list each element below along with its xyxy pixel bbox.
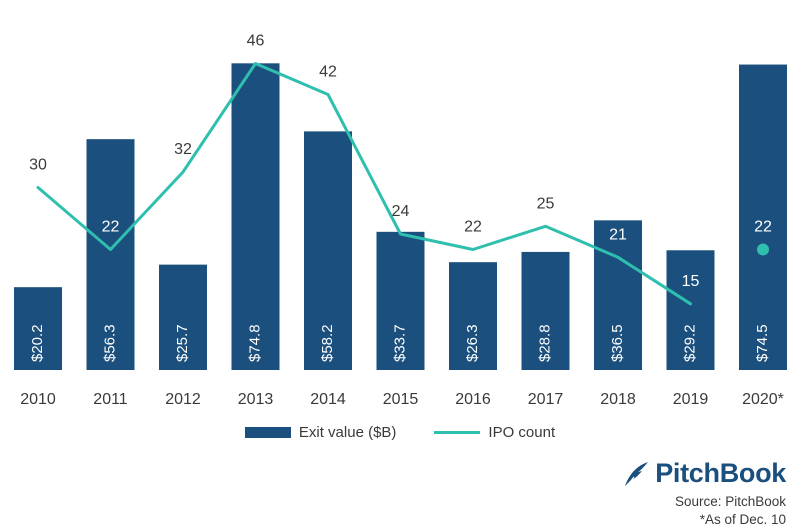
x-tick-label: 2011 <box>93 391 128 408</box>
bar-2019 <box>666 250 715 370</box>
bar-value-label: $26.3 <box>464 324 481 362</box>
legend-line-swatch <box>434 431 481 434</box>
bar-value-label: $36.5 <box>609 324 626 362</box>
x-tick-label: 2019 <box>673 391 709 408</box>
legend-item-exit-value: Exit value ($B) <box>244 424 397 441</box>
bar-labels: $20.2 $56.3 $25.7 $74.8 $58.2 $33.7 $26.3 $28.8… <box>29 324 771 362</box>
ipo-count-label: 21 <box>609 226 627 243</box>
ipo-count-line <box>36 62 692 306</box>
bars <box>14 63 787 371</box>
ipo-line-layer <box>36 62 769 306</box>
source-text: Source: PitchBook <box>674 494 786 509</box>
ipo-count-label: 24 <box>392 203 410 220</box>
pitchbook-feather-icon <box>625 461 649 486</box>
x-tick-label: 2017 <box>528 391 564 408</box>
ipo-count-label: 15 <box>682 273 700 290</box>
bar-2020 <box>739 64 787 371</box>
x-tick-label: 2014 <box>310 391 346 408</box>
bar-value-label: $56.3 <box>101 324 118 362</box>
count-labels: 30 22 32 46 42 24 22 25 21 15 22 <box>29 33 772 290</box>
ipo-count-label: 30 <box>29 157 47 174</box>
x-tick-label: 2015 <box>383 391 419 408</box>
legend-bar-swatch <box>244 427 291 438</box>
bar-2011 <box>86 139 135 370</box>
legend-line-label: IPO count <box>488 424 556 441</box>
ipo-count-label: 46 <box>247 33 265 50</box>
x-tick-label: 2016 <box>455 391 491 408</box>
bar-value-label: $58.2 <box>319 324 336 362</box>
x-tick-label: 2020* <box>742 391 784 408</box>
bar-2017 <box>521 251 570 370</box>
legend-bar-label: Exit value ($B) <box>298 424 397 441</box>
bar-value-label: $74.5 <box>754 324 771 362</box>
ipo-count-label: 25 <box>537 195 555 212</box>
bar-2012 <box>159 264 207 370</box>
brand-name: PitchBook <box>655 458 786 488</box>
brand-logo: PitchBook <box>621 458 786 489</box>
bar-value-label: $25.7 <box>174 324 191 362</box>
ipo-count-label: 32 <box>174 141 192 158</box>
bar-2013 <box>231 63 280 370</box>
ipo-count-label: 22 <box>102 219 120 236</box>
bar-2015 <box>376 231 425 370</box>
legend: Exit value ($B) IPO count <box>0 424 800 441</box>
bar-2016 <box>449 262 497 370</box>
bar-value-label: $74.8 <box>246 324 263 362</box>
chart: $20.2 $56.3 $25.7 $74.8 $58.2 $33.7 $26.3 $28.8… <box>14 33 787 408</box>
bar-value-label: $29.2 <box>681 324 698 362</box>
bar-value-label: $28.8 <box>536 324 553 362</box>
bar-2010 <box>14 287 62 370</box>
x-tick-label: 2013 <box>238 391 274 408</box>
bar-value-label: $20.2 <box>29 324 46 362</box>
bar-2014 <box>304 131 352 370</box>
ipo-count-point-2020 <box>757 243 769 256</box>
legend-item-ipo-count: IPO count <box>434 424 555 441</box>
x-tick-label: 2012 <box>165 391 201 408</box>
bar-value-label: $33.7 <box>391 324 408 362</box>
x-tick-label: 2018 <box>600 391 636 408</box>
ipo-count-label: 42 <box>319 64 337 81</box>
footnote-text: *As of Dec. 10 <box>699 512 786 527</box>
x-tick-label: 2010 <box>20 391 56 408</box>
ipo-count-label: 22 <box>754 219 772 236</box>
bar-2018 <box>594 220 642 370</box>
ipo-count-label: 22 <box>464 219 482 236</box>
x-axis-ticks: 2010 2011 2012 2013 2014 2015 2016 2017 2018 2019… <box>20 391 784 408</box>
